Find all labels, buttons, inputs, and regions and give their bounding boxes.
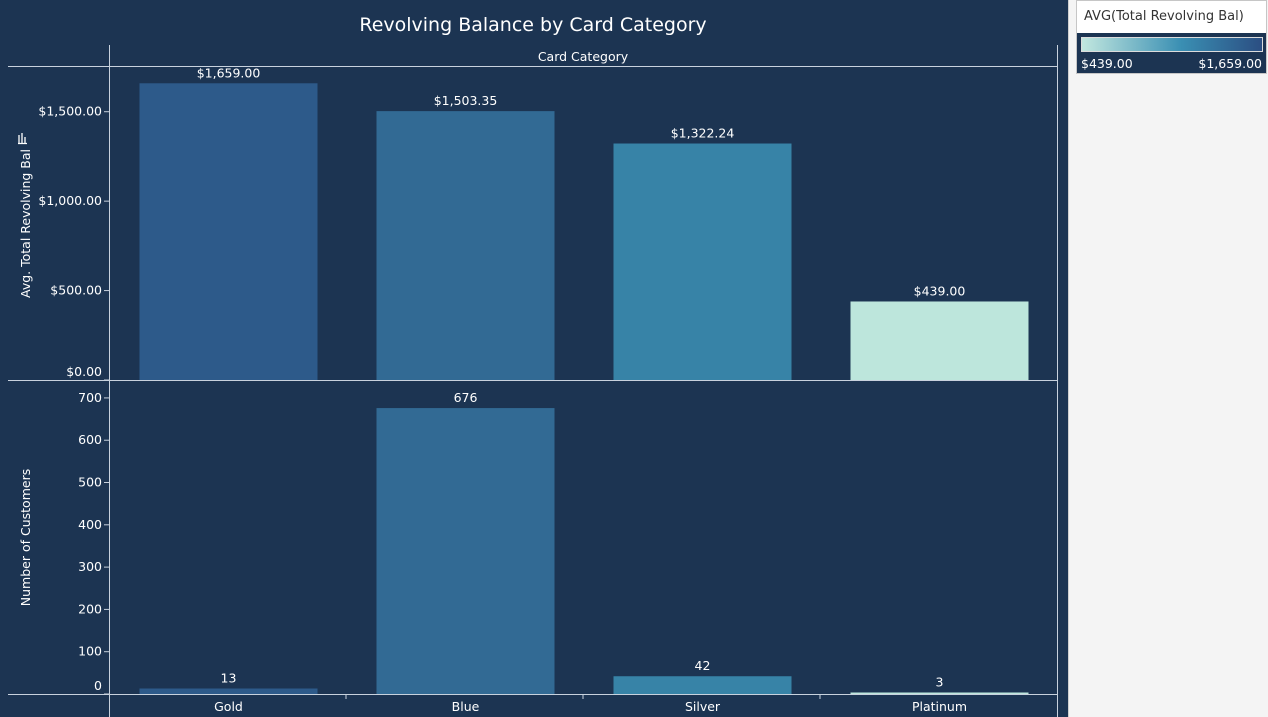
avg-y-tick-label: $500.00	[50, 283, 102, 298]
sort-icon	[18, 133, 27, 145]
avg-bar-silver	[613, 143, 792, 380]
count-value-label: 3	[936, 675, 944, 690]
avg-bar-blue	[376, 111, 555, 380]
x-tick-label: Gold	[214, 699, 243, 714]
color-legend[interactable]: AVG(Total Revolving Bal) $439.00 $1,659.…	[1076, 0, 1267, 74]
legend-title: AVG(Total Revolving Bal)	[1077, 1, 1266, 33]
avg-y-tick-label: $0.00	[66, 364, 102, 379]
x-tick-label: Blue	[452, 699, 480, 714]
chart-title: Revolving Balance by Card Category	[359, 14, 706, 36]
count-y-tick-label: 600	[78, 432, 102, 447]
avg-bar-gold	[139, 83, 318, 380]
count-bar-blue	[376, 408, 555, 694]
count-y-tick-label: 0	[94, 678, 102, 693]
avg-value-label: $439.00	[914, 283, 966, 298]
avg-value-label: $1,503.35	[434, 93, 498, 108]
count-bar-gold	[139, 688, 318, 694]
count-value-label: 42	[695, 658, 711, 673]
bar-chart: Revolving Balance by Card Category Card C…	[8, 14, 1058, 717]
x-tick-label: Platinum	[912, 699, 967, 714]
avg-y-axis-title: Avg. Total Revolving Bal	[18, 149, 33, 298]
avg-value-label: $1,322.24	[671, 126, 735, 141]
x-tick-label: Silver	[685, 699, 721, 714]
count-bar-platinum	[850, 692, 1029, 694]
avg-value-label: $1,659.00	[197, 65, 261, 80]
count-y-tick-label: 200	[78, 601, 102, 616]
count-y-tick-label: 100	[78, 644, 102, 659]
legend-panel: AVG(Total Revolving Bal) $439.00 $1,659.…	[1068, 0, 1268, 717]
count-y-tick-label: 400	[78, 517, 102, 532]
avg-y-tick-label: $1,500.00	[38, 104, 102, 119]
count-value-label: 13	[221, 671, 237, 686]
legend-max-label: $1,659.00	[1198, 56, 1262, 71]
count-bar-silver	[613, 676, 792, 694]
chart-area: Revolving Balance by Card Category Card C…	[8, 14, 1058, 717]
avg-bar-platinum	[850, 301, 1029, 380]
legend-min-label: $439.00	[1081, 56, 1133, 71]
legend-color-ramp	[1081, 37, 1263, 52]
avg-y-tick-label: $1,000.00	[38, 193, 102, 208]
count-y-tick-label: 500	[78, 475, 102, 490]
count-y-tick-label: 300	[78, 559, 102, 574]
column-header: Card Category	[538, 49, 629, 64]
count-y-axis-title: Number of Customers	[18, 469, 33, 606]
count-value-label: 676	[454, 390, 478, 405]
count-y-tick-label: 700	[78, 390, 102, 405]
